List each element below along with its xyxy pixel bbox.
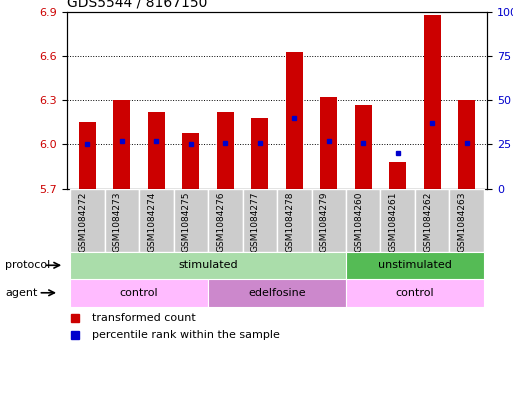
- Bar: [458, 100, 475, 189]
- Bar: [389, 162, 406, 189]
- Bar: [148, 112, 165, 189]
- Text: GDS5544 / 8167150: GDS5544 / 8167150: [67, 0, 207, 9]
- Text: GSM1084279: GSM1084279: [320, 192, 329, 252]
- Text: GSM1084277: GSM1084277: [251, 192, 260, 252]
- Text: GSM1084273: GSM1084273: [113, 192, 122, 252]
- Text: GSM1084274: GSM1084274: [147, 192, 156, 252]
- Text: stimulated: stimulated: [178, 260, 238, 270]
- Text: edelfosine: edelfosine: [248, 288, 306, 298]
- Bar: [346, 279, 484, 307]
- Bar: [424, 15, 441, 189]
- Text: control: control: [120, 288, 159, 298]
- Text: GSM1084276: GSM1084276: [216, 192, 225, 252]
- Text: unstimulated: unstimulated: [378, 260, 452, 270]
- Text: control: control: [396, 288, 434, 298]
- Bar: [415, 189, 449, 252]
- Bar: [208, 189, 243, 252]
- Bar: [286, 51, 303, 189]
- Bar: [70, 252, 346, 279]
- Bar: [346, 252, 484, 279]
- Bar: [449, 189, 484, 252]
- Bar: [251, 118, 268, 189]
- Text: GSM1084263: GSM1084263: [458, 192, 467, 252]
- Bar: [70, 189, 105, 252]
- Bar: [354, 105, 372, 189]
- Text: protocol: protocol: [5, 260, 50, 270]
- Bar: [139, 189, 173, 252]
- Bar: [311, 189, 346, 252]
- Bar: [216, 112, 234, 189]
- Bar: [105, 189, 139, 252]
- Text: GSM1084262: GSM1084262: [423, 192, 432, 252]
- Bar: [320, 97, 338, 189]
- Bar: [346, 189, 381, 252]
- Text: agent: agent: [5, 288, 37, 298]
- Text: GSM1084261: GSM1084261: [389, 192, 398, 252]
- Text: GSM1084260: GSM1084260: [354, 192, 363, 252]
- Text: GSM1084275: GSM1084275: [182, 192, 191, 252]
- Bar: [243, 189, 277, 252]
- Bar: [173, 189, 208, 252]
- Text: GSM1084272: GSM1084272: [78, 192, 87, 252]
- Bar: [79, 122, 96, 189]
- Bar: [113, 100, 130, 189]
- Text: transformed count: transformed count: [92, 312, 195, 323]
- Text: GSM1084278: GSM1084278: [285, 192, 294, 252]
- Bar: [70, 279, 208, 307]
- Bar: [277, 189, 311, 252]
- Bar: [208, 279, 346, 307]
- Bar: [182, 133, 200, 189]
- Text: percentile rank within the sample: percentile rank within the sample: [92, 330, 280, 340]
- Bar: [381, 189, 415, 252]
